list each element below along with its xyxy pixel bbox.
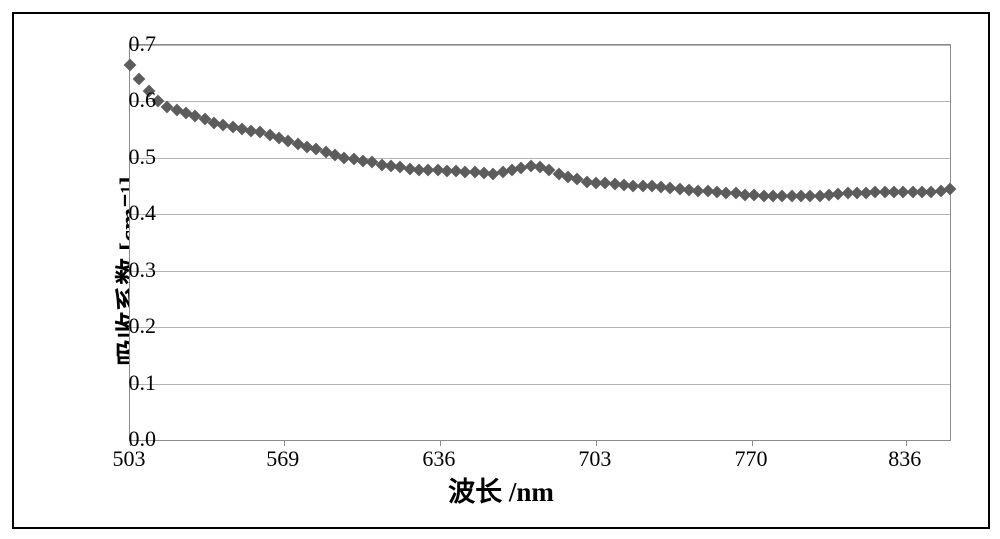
x-tick-label: 503 (113, 446, 146, 472)
grid-line (130, 45, 950, 46)
data-point (124, 58, 137, 71)
y-tick-label: 0.7 (96, 31, 156, 57)
y-tick-label: 0.5 (96, 144, 156, 170)
y-tick-label: 0.4 (96, 200, 156, 226)
x-axis-title: 波长 /nm (448, 470, 554, 509)
x-tick-label: 569 (266, 446, 299, 472)
grid-line (130, 271, 950, 272)
grid-line (130, 158, 950, 159)
x-tick-label: 836 (888, 446, 921, 472)
grid-line (130, 214, 950, 215)
y-tick-label: 0.2 (96, 313, 156, 339)
data-point (133, 72, 146, 85)
x-tick-label: 770 (734, 446, 767, 472)
data-point (944, 183, 957, 196)
y-tick-label: 0.6 (96, 87, 156, 113)
plot-area (129, 44, 951, 441)
x-tick-label: 703 (578, 446, 611, 472)
x-tick-label: 636 (422, 446, 455, 472)
y-tick-label: 0.1 (96, 370, 156, 396)
grid-line (130, 101, 950, 102)
y-tick-label: 0.3 (96, 257, 156, 283)
grid-line (130, 384, 950, 385)
grid-line (130, 327, 950, 328)
chart-container: 吸收系数 [cm⁻¹] 波长 /nm 0.00.10.20.30.40.50.6… (12, 12, 990, 529)
